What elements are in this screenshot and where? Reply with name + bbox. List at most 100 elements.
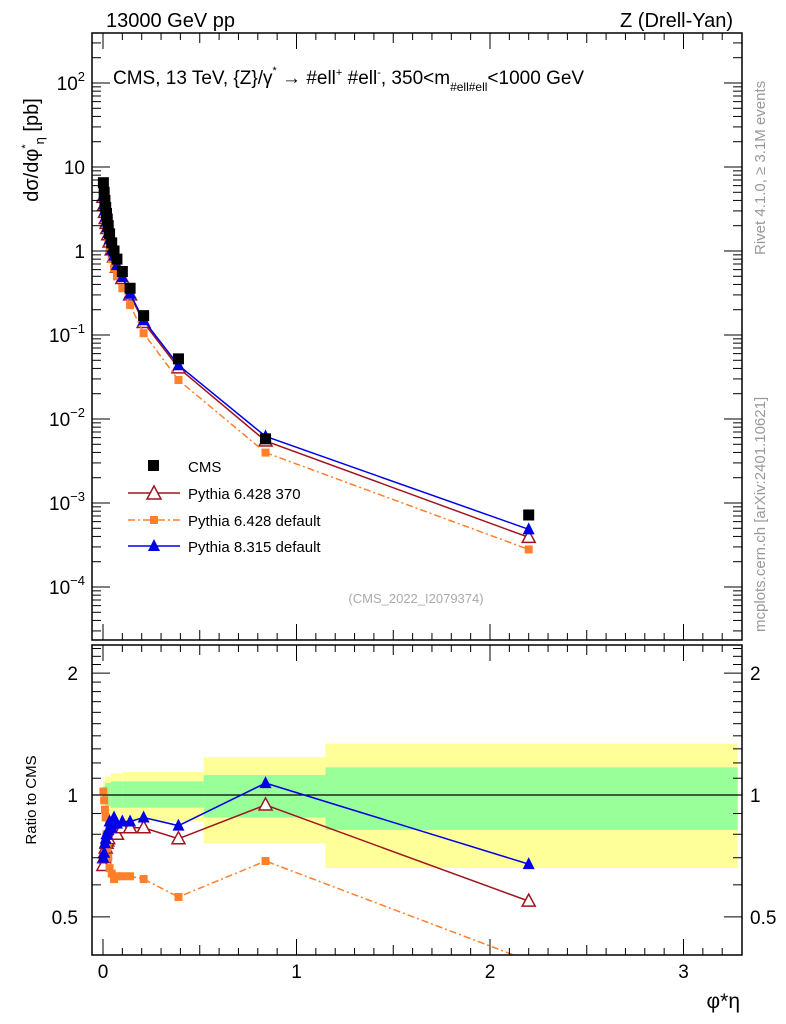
main-cms-point	[100, 201, 112, 213]
main-cms-point	[100, 207, 112, 219]
ratio-y-tick-label-right: 1	[750, 786, 761, 807]
plot-title: CMS, 13 TeV, {Z}/γ* → #ell+ #ell-, 350<m…	[113, 65, 584, 94]
main-y-axis-title: dσ/dφ*η [pb]	[20, 98, 47, 202]
main-y-tick-labels: 102 10 1 10−1 10−2 10−3 10−4	[49, 69, 85, 599]
side-label-rivet: Rivet 4.1.0, ≥ 3.1M events	[752, 81, 769, 255]
legend-label-p6-default: Pythia 6.428 default	[188, 513, 321, 530]
ratio-p6d-point	[112, 872, 121, 881]
ratio-p8-group	[97, 776, 535, 870]
legend-marker-p6-default	[150, 516, 158, 524]
ratio-p6d-point	[118, 872, 127, 881]
main-p6d-line	[102, 181, 529, 551]
legend-marker-p8	[148, 539, 160, 551]
ratio-y-tick-labels: 2 2 1 1 0.5 0.5	[52, 664, 777, 929]
x-tick-label: 1	[291, 962, 302, 983]
main-p6d-point	[126, 301, 135, 310]
ratio-p8-point	[172, 818, 185, 831]
main-cms-point	[138, 310, 150, 322]
x-tick-label: 0	[98, 962, 109, 983]
ratio-p6d-point	[100, 796, 109, 805]
main-cms-point	[98, 186, 110, 198]
ratio-p6-point	[122, 819, 138, 834]
ratio-y-tick-label-left: 2	[67, 664, 78, 685]
main-y-tick-label: 10−3	[49, 489, 85, 515]
main-cms-point	[106, 237, 118, 249]
main-p6d-point	[174, 376, 183, 385]
legend-marker-cms	[148, 460, 159, 471]
ratio-p6-point	[520, 892, 537, 907]
main-p8-line	[102, 195, 529, 531]
side-label-mcplots: mcplots.cern.ch [arXiv:2401.10621]	[752, 397, 769, 632]
main-cms-point	[523, 509, 535, 521]
main-p6-point	[520, 528, 537, 544]
main-p6d-point	[118, 284, 127, 293]
ratio-y-tick-label-right: 2	[750, 664, 761, 685]
legend-label-p6-370: Pythia 6.428 370	[188, 486, 301, 503]
ratio-p8-point	[522, 857, 535, 870]
main-cms-group	[97, 177, 535, 521]
main-p8-point	[522, 522, 535, 535]
band-inner-bin	[325, 767, 738, 830]
ratio-p6d-point	[139, 875, 148, 884]
main-y-tick-label: 10−1	[49, 321, 85, 347]
ratio-p6-point	[257, 796, 274, 811]
main-cms-point	[108, 245, 120, 257]
ratio-p8-point	[124, 814, 137, 827]
x-tick-label: 3	[678, 962, 689, 983]
main-p6-group	[95, 188, 537, 544]
main-cms-point	[104, 228, 116, 240]
main-y-tick-label: 10	[64, 158, 85, 179]
main-p6d-point	[524, 545, 533, 554]
x-axis-title: φ*η	[707, 990, 740, 1013]
main-p6d-point	[261, 448, 270, 457]
main-p6d-point	[139, 329, 148, 338]
ratio-p6d-point	[105, 864, 114, 873]
legend-marker-p6-370	[145, 484, 163, 500]
main-p6d-group	[99, 177, 533, 554]
analysis-watermark: (CMS_2022_I2079374)	[348, 591, 483, 606]
main-cms-point	[102, 220, 114, 232]
ratio-p6d-point	[99, 787, 108, 796]
main-plot-frame	[91, 32, 743, 641]
ratio-plot-frame	[91, 644, 743, 956]
ratio-y-tick-label-left: 0.5	[52, 908, 78, 929]
ratio-uncertainty-bands	[103, 743, 738, 869]
x-tick-labels: 0 1 2 3	[98, 962, 689, 983]
main-plot-series	[95, 177, 537, 554]
main-p6-line	[102, 197, 529, 539]
ratio-p6d-point	[101, 813, 110, 822]
main-cms-point	[111, 253, 123, 265]
main-y-tick-label: 102	[57, 69, 85, 95]
ratio-p6d-point	[100, 805, 109, 814]
ratio-p6d-point	[126, 872, 135, 881]
legend-label-cms: CMS	[188, 459, 221, 476]
ratio-p6d-point	[174, 892, 183, 901]
main-cms-point	[124, 282, 136, 294]
main-cms-point	[116, 266, 128, 278]
main-p8-group	[97, 188, 535, 535]
legend: CMS Pythia 6.428 370 Pythia 6.428 defaul…	[128, 459, 321, 556]
ratio-y-tick-label-left: 1	[67, 786, 78, 807]
ratio-p8-point	[259, 776, 272, 789]
main-cms-point	[172, 353, 184, 365]
ratio-p6d-point	[107, 869, 116, 878]
ratio-p6-point	[135, 819, 152, 834]
ratio-p6d-point	[261, 857, 270, 866]
main-y-tick-label: 10−2	[49, 405, 85, 431]
ratio-plot-series	[95, 776, 537, 965]
axis-ticks	[92, 33, 742, 955]
header-left: 13000 GeV pp	[106, 10, 235, 32]
x-tick-label: 2	[485, 962, 496, 983]
ratio-p8-point	[105, 820, 118, 833]
header-right: Z (Drell-Yan)	[620, 10, 733, 32]
main-y-tick-label: 10−4	[49, 573, 85, 599]
main-y-tick-label: 1	[74, 242, 85, 263]
ratio-y-tick-label-right: 0.5	[750, 908, 776, 929]
ratio-p8-point	[98, 845, 111, 858]
main-cms-point	[260, 433, 272, 445]
ratio-y-axis-title: Ratio to CMS	[23, 755, 40, 844]
ratio-p8-point	[137, 810, 150, 823]
ratio-p6d-point	[525, 957, 533, 965]
main-cms-point	[101, 213, 113, 225]
